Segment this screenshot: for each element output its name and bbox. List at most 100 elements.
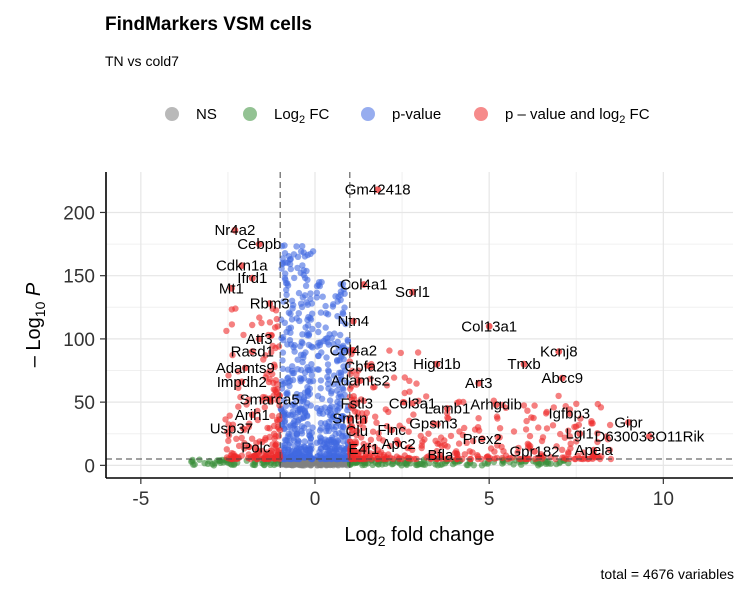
data-point [360, 424, 367, 431]
data-point [326, 447, 333, 455]
data-point [455, 440, 463, 447]
data-point [281, 242, 288, 249]
legend-key-both [474, 107, 488, 121]
data-point [341, 304, 348, 311]
data-point [362, 453, 369, 460]
data-point [334, 407, 341, 414]
data-point [276, 402, 283, 409]
gene-point [255, 335, 263, 343]
data-point [272, 307, 280, 314]
data-point [369, 428, 377, 435]
data-point [241, 440, 248, 447]
data-point [549, 422, 557, 429]
gene-label: Art3 [465, 375, 493, 392]
data-point [371, 443, 378, 451]
data-point [337, 331, 344, 339]
data-point [315, 352, 322, 359]
gene-point [558, 374, 566, 382]
data-point [377, 449, 385, 456]
data-point [335, 376, 342, 384]
gene-label: Cbfa2t3 [344, 359, 397, 376]
data-point [332, 349, 339, 356]
gene-point [590, 446, 598, 454]
x-tick-label: 5 [484, 489, 495, 510]
data-point [401, 399, 408, 406]
data-point [425, 430, 432, 437]
data-point [269, 342, 276, 350]
data-point [301, 292, 309, 299]
data-point [571, 423, 578, 431]
data-point [297, 375, 304, 382]
data-point [315, 321, 322, 329]
data-point [316, 341, 323, 349]
gene-point [360, 445, 368, 453]
gene-point [565, 410, 573, 417]
gene-point [349, 317, 357, 325]
data-point [339, 428, 346, 435]
gene-point [409, 400, 416, 407]
data-point [304, 251, 311, 259]
data-point [475, 415, 482, 422]
gene-point [388, 426, 395, 434]
data-point [335, 293, 342, 300]
chart-title: FindMarkers VSM cells [105, 14, 312, 35]
gene-label: Kcnj8 [540, 344, 578, 361]
data-point [291, 348, 298, 355]
gene-label: Adamts9 [216, 360, 275, 377]
data-point [475, 427, 483, 434]
data-point [313, 294, 320, 301]
data-point [306, 432, 314, 440]
data-point [406, 388, 413, 395]
gene-point [433, 360, 441, 368]
data-point [321, 404, 328, 411]
gene-label: Smtn [332, 411, 367, 428]
data-point [337, 281, 344, 288]
data-point [461, 451, 468, 458]
gene-label: Fstl3 [341, 395, 374, 412]
data-point [330, 340, 337, 348]
data-point [297, 405, 305, 412]
gene-label: Ntn4 [337, 313, 369, 330]
y-axis-title: – Log10 P [23, 282, 48, 367]
data-point [290, 420, 297, 427]
data-point [558, 446, 566, 453]
data-point [499, 401, 506, 409]
data-point [531, 402, 538, 409]
gene-point [266, 396, 274, 403]
data-point [367, 375, 374, 383]
data-point [258, 319, 265, 327]
data-point [196, 456, 203, 463]
data-point [484, 453, 491, 460]
data-point [293, 431, 301, 438]
data-point [293, 243, 300, 250]
gene-label: Col13a1 [461, 318, 517, 335]
data-points [188, 186, 653, 469]
data-point [246, 443, 253, 451]
data-point [385, 408, 392, 416]
gene-label: Polc [241, 440, 271, 457]
data-point [330, 372, 338, 379]
data-point [271, 430, 278, 437]
data-point [254, 416, 261, 424]
data-point [325, 418, 333, 426]
data-point [283, 291, 290, 298]
data-point [228, 306, 235, 313]
data-point [396, 422, 403, 429]
data-point [201, 460, 208, 467]
data-point [561, 434, 568, 441]
data-point [453, 448, 460, 455]
gene-point [252, 444, 260, 452]
data-point [405, 428, 412, 435]
data-point [543, 408, 550, 416]
data-point [328, 461, 335, 468]
data-point [301, 438, 308, 445]
data-point [261, 404, 268, 411]
data-point [339, 460, 347, 467]
data-point [346, 438, 354, 445]
data-point [222, 416, 229, 423]
chart-subtitle: TN vs cold7 [105, 53, 179, 69]
data-point [269, 412, 276, 420]
data-point [305, 331, 313, 338]
data-point [314, 392, 322, 400]
